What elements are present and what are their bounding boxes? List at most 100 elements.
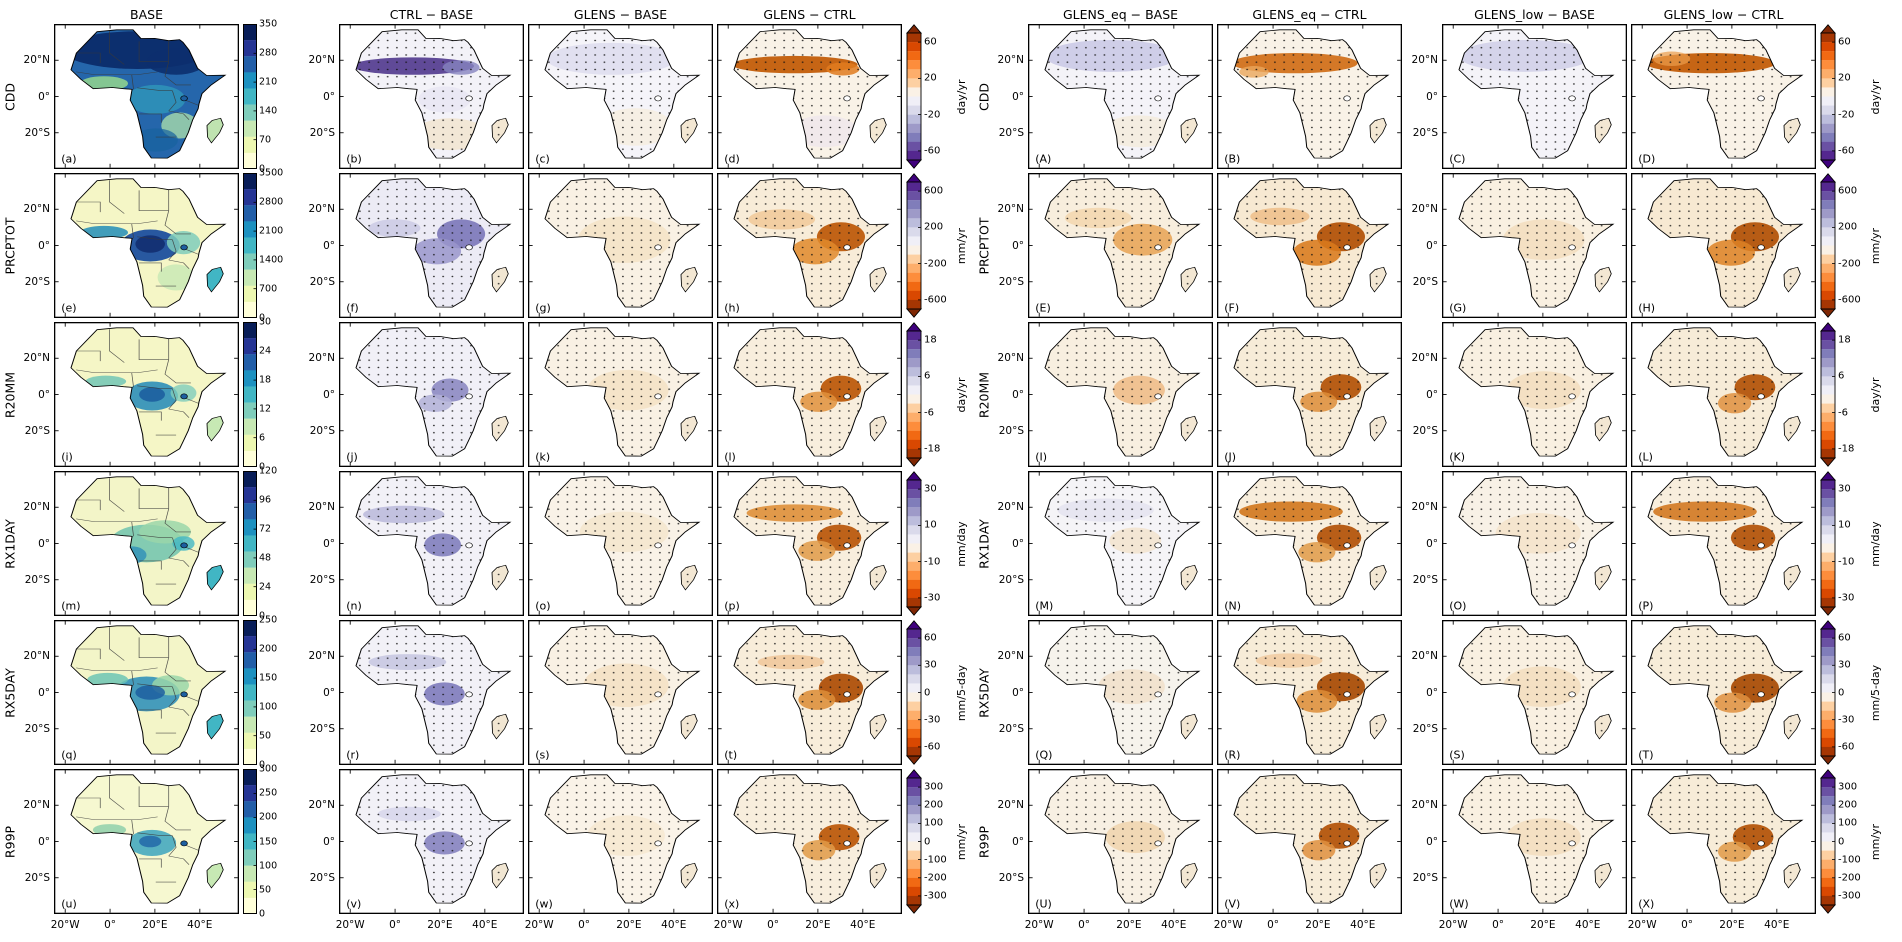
madagascar [206, 118, 224, 143]
figure-row-RX5DAY: RX5DAY 20°N 0° 20°S (q) 250 200 150 100 50 0 20°N… [2, 615, 969, 771]
diff-colorbar: 60 20 -20 -60 day/yr [1820, 24, 1882, 169]
base-colorbar-tick: 120 [259, 465, 278, 477]
y-axis-labels: 20°N 0° 20°S [1406, 471, 1442, 616]
base-colorbar-tick: 100 [259, 860, 278, 872]
row-label-cell: RX5DAY [976, 620, 992, 765]
lake-victoria [1154, 691, 1162, 698]
panel-letter: (d) [724, 152, 740, 165]
base-colorbar: 3500 2800 2100 1400 700 0 [243, 168, 293, 324]
y-tick-label: 20°N [23, 501, 50, 514]
diff-colorbar-tick: 30 [924, 659, 937, 671]
base-colorbar-tick: 12 [259, 403, 272, 415]
panel-letter: (l) [724, 450, 736, 463]
africa-map-s: (s) [528, 620, 713, 765]
x-tick-label: 40°E [1161, 919, 1187, 931]
diff-colorbar-tick: -60 [924, 741, 941, 753]
madagascar [206, 267, 224, 292]
africa-map-O: (O) [1442, 471, 1627, 616]
lake-victoria [654, 542, 662, 549]
index-name: R20MM [976, 371, 992, 418]
base-colorbar-tick: 3500 [259, 167, 284, 179]
diff-colorbar-tick: -30 [1838, 592, 1855, 604]
panel-letter: (h) [724, 301, 740, 314]
diff-colorbar: 30 10 -10 -30 mm/day [906, 471, 968, 616]
africa-coastline [1458, 476, 1615, 606]
diff-colorbar-tick: 0 [1838, 836, 1845, 847]
panel-letter: (M) [1035, 599, 1053, 612]
map-panel-R: (R) [1217, 620, 1402, 765]
lake-victoria [1757, 691, 1765, 698]
colorbar-unit: mm/day [955, 520, 968, 567]
africa-coastline [1647, 327, 1804, 457]
y-tick-label: 20°N [308, 799, 335, 812]
base-colorbar-tick: 0 [259, 610, 266, 622]
diff-colorbar-tick: -100 [924, 854, 947, 866]
diff-colorbar-tick: -10 [924, 556, 941, 568]
y-tick-label: 0° [38, 835, 50, 848]
lake-victoria [1568, 393, 1576, 400]
index-name: RX5DAY [976, 667, 992, 718]
africa-coastline [544, 29, 701, 159]
y-axis-labels: 20°N 0° 20°S [303, 24, 339, 169]
row-label-cell: R99P [2, 769, 18, 914]
lake-victoria [1154, 542, 1162, 549]
panel-letter: (s) [535, 748, 549, 761]
base-colorbar-tick: 24 [259, 345, 272, 357]
diff-colorbar-tick: 200 [924, 799, 944, 811]
panel-block-right: GLENS_eq − BASE GLENS_eq − CTRL GLENS_low … [976, 5, 1883, 934]
base-colorbar-tick: 48 [259, 552, 272, 564]
diff-colorbar-tick: 200 [1838, 799, 1858, 811]
y-tick-label: 0° [323, 835, 335, 848]
diff-colorbar-tick: -20 [924, 109, 941, 121]
y-axis-labels: 20°N 0° 20°S [992, 24, 1028, 169]
figure-row-PRCPTOT: PRCPTOT 20°N 0° 20°S (E) (F) 20°N 0° 20°S (G)… [976, 173, 1882, 318]
africa-coastline [355, 178, 512, 308]
diff-colorbar-tick: 100 [924, 817, 944, 829]
africa-coastline [733, 178, 890, 308]
y-tick-label: 20°S [1412, 573, 1438, 586]
panel-letter: (j) [346, 450, 358, 463]
africa-map-X: (X) [1631, 769, 1816, 914]
column-title: GLENS_low − BASE [1474, 7, 1595, 22]
madagascar [206, 416, 224, 441]
africa-map-k: (k) [528, 322, 713, 467]
africa-map-J: (J) [1217, 322, 1402, 467]
africa-coastline [70, 178, 227, 308]
x-axis-labels: 20°W 0° 20°E 40°E [336, 918, 528, 934]
index-name: R20MM [2, 371, 18, 418]
base-colorbar-tick: 200 [259, 643, 278, 655]
figure-row-R99P: R99P 20°N 0° 20°S (U) (V) 20°N 0° 20°S (W) (X… [976, 769, 1882, 914]
africa-map-G: (G) [1442, 173, 1627, 318]
lake-victoria [1757, 542, 1765, 549]
lake-victoria [180, 691, 188, 698]
map-panel-g: (g) [528, 173, 713, 318]
lake-victoria [1568, 691, 1576, 698]
x-axis-labels: 20°W 0° 20°E 40°E [51, 918, 243, 934]
base-colorbar-tick: 100 [259, 701, 278, 713]
panel-letter: (L) [1638, 450, 1653, 463]
map-panel-O: (O) [1442, 471, 1627, 616]
base-colorbar-tick: 300 [259, 763, 278, 775]
y-tick-label: 20°N [997, 501, 1024, 514]
africa-coastline [1458, 774, 1615, 904]
index-name: CDD [976, 82, 992, 111]
map-panel-c: (c) [528, 24, 713, 169]
y-axis-labels: 20°N 0° 20°S [992, 173, 1028, 318]
panel-letter: (H) [1638, 301, 1655, 314]
africa-coastline [544, 625, 701, 755]
africa-map-m: (m) [54, 471, 239, 616]
x-tick-label: 0° [1492, 919, 1505, 931]
row-label-cell: R99P [976, 769, 992, 914]
x-axis-labels: 20°W 0° 20°E 40°E [525, 918, 717, 934]
lake-victoria [1343, 95, 1351, 102]
africa-coastline [1233, 625, 1390, 755]
diff-colorbar-tick: -300 [1838, 890, 1861, 902]
lake-victoria [465, 244, 473, 251]
diff-colorbar-tick: -60 [1838, 145, 1855, 157]
column-title: CTRL − BASE [389, 7, 474, 22]
y-tick-label: 20°S [998, 275, 1024, 288]
africa-coastline [70, 625, 227, 755]
panel-letter: (r) [346, 748, 359, 761]
colorbar-unit: mm/yr [1869, 227, 1882, 264]
map-panel-e: (e) [54, 173, 239, 318]
